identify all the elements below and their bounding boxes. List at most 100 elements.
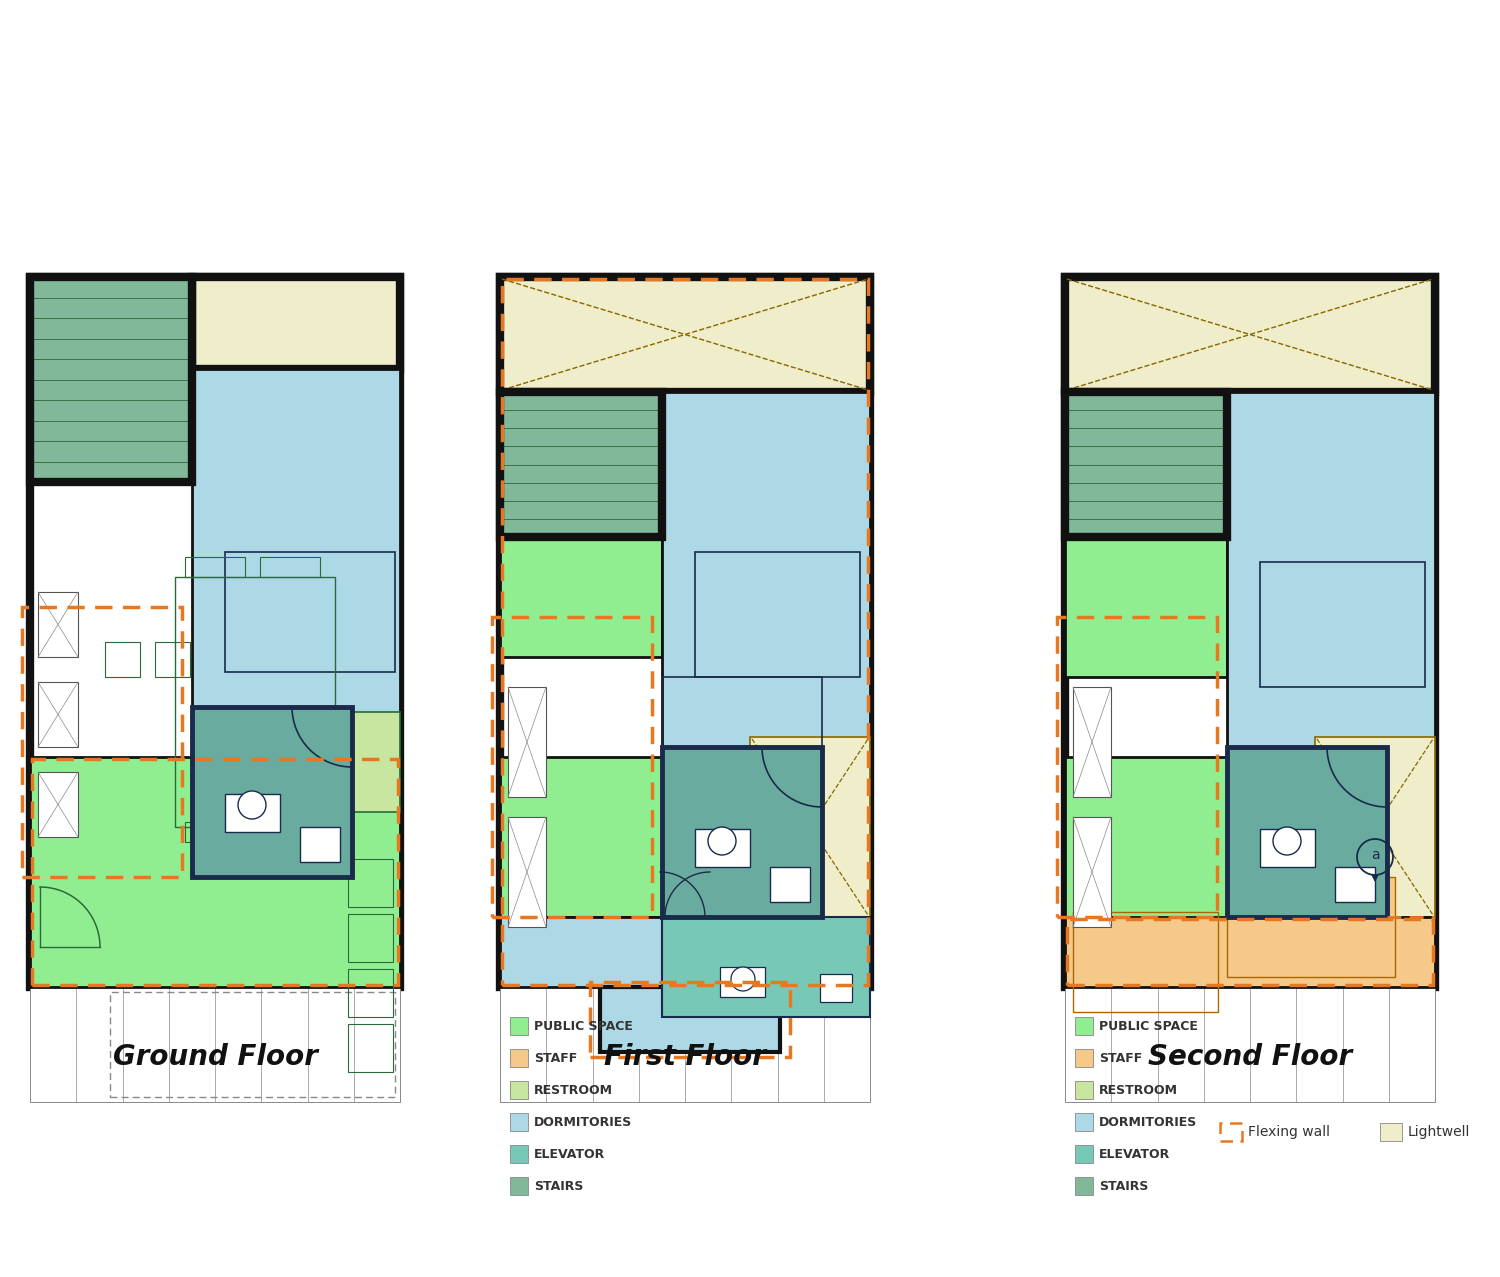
Circle shape: [730, 967, 754, 991]
Bar: [1072, 687, 1112, 797]
Bar: [662, 392, 870, 757]
Bar: [260, 557, 320, 577]
Bar: [1227, 757, 1436, 787]
Text: DORMITORIES: DORMITORIES: [534, 1116, 633, 1129]
Text: Lightwell: Lightwell: [1408, 1125, 1470, 1139]
Bar: [260, 822, 320, 842]
Bar: [105, 642, 140, 677]
Bar: [503, 278, 868, 985]
Bar: [348, 859, 393, 907]
Text: a: a: [1371, 848, 1380, 862]
Bar: [510, 1145, 528, 1163]
Bar: [1065, 277, 1436, 392]
Bar: [662, 747, 822, 917]
Text: PUBLIC SPACE: PUBLIC SPACE: [534, 1019, 633, 1033]
Bar: [1076, 1114, 1094, 1131]
Bar: [38, 773, 78, 836]
Bar: [1065, 277, 1436, 987]
Bar: [192, 707, 352, 877]
Bar: [1380, 1122, 1402, 1142]
Bar: [1335, 867, 1376, 902]
Text: DORMITORIES: DORMITORIES: [1100, 1116, 1197, 1129]
Bar: [500, 277, 870, 392]
Text: STAIRS: STAIRS: [1100, 1180, 1149, 1193]
Bar: [225, 552, 394, 672]
Bar: [500, 392, 662, 538]
Bar: [694, 552, 859, 677]
Bar: [30, 757, 401, 987]
Text: STAIRS: STAIRS: [534, 1180, 584, 1193]
Bar: [500, 538, 662, 656]
Bar: [1076, 1082, 1094, 1099]
Bar: [348, 1024, 393, 1071]
Bar: [1072, 912, 1218, 1011]
Bar: [30, 987, 401, 1102]
Bar: [1076, 1145, 1094, 1163]
Bar: [1227, 747, 1388, 917]
Text: Flexing wall: Flexing wall: [1248, 1125, 1330, 1139]
Bar: [500, 917, 870, 987]
Bar: [510, 1016, 528, 1034]
Bar: [500, 277, 870, 987]
Bar: [590, 982, 790, 1057]
Text: STAFF: STAFF: [534, 1051, 578, 1065]
Bar: [500, 987, 870, 1102]
Bar: [192, 757, 400, 785]
Bar: [184, 557, 244, 577]
Bar: [694, 829, 750, 867]
Bar: [310, 713, 401, 812]
Text: ELEVATOR: ELEVATOR: [1100, 1148, 1170, 1161]
Text: First Floor: First Floor: [604, 1043, 766, 1071]
Bar: [110, 992, 394, 1097]
Bar: [1076, 1016, 1094, 1034]
Bar: [1058, 617, 1217, 917]
Bar: [720, 967, 765, 997]
Bar: [510, 1048, 528, 1068]
Bar: [300, 827, 340, 862]
Text: RESTROOM: RESTROOM: [1100, 1083, 1178, 1097]
Bar: [1066, 919, 1432, 985]
Bar: [1065, 392, 1227, 538]
Circle shape: [238, 790, 266, 819]
Bar: [492, 617, 652, 917]
Bar: [1260, 829, 1316, 867]
Bar: [500, 757, 662, 917]
Bar: [30, 277, 192, 481]
Bar: [1065, 987, 1436, 1102]
Bar: [1065, 392, 1227, 538]
Bar: [30, 277, 401, 987]
Bar: [1227, 877, 1395, 977]
Bar: [348, 969, 393, 1016]
Bar: [32, 759, 398, 985]
Bar: [770, 867, 810, 902]
Circle shape: [1274, 827, 1300, 856]
Bar: [1065, 917, 1436, 987]
Text: PUBLIC SPACE: PUBLIC SPACE: [1100, 1019, 1198, 1033]
Bar: [509, 687, 546, 797]
Bar: [821, 974, 852, 1002]
Bar: [510, 1114, 528, 1131]
Bar: [1260, 562, 1425, 687]
Bar: [184, 822, 244, 842]
Bar: [176, 577, 334, 827]
Bar: [154, 642, 190, 677]
Bar: [30, 277, 192, 481]
Text: Second Floor: Second Floor: [1148, 1043, 1352, 1071]
Bar: [38, 593, 78, 656]
Bar: [1316, 737, 1436, 917]
Bar: [1076, 1177, 1094, 1195]
Bar: [1065, 757, 1227, 917]
Bar: [192, 369, 400, 757]
Bar: [1227, 392, 1436, 757]
Bar: [750, 737, 870, 917]
Bar: [662, 917, 870, 1016]
Bar: [510, 1177, 528, 1195]
Bar: [225, 794, 280, 833]
Bar: [192, 277, 400, 369]
Text: Ground Floor: Ground Floor: [112, 1043, 318, 1071]
Bar: [662, 677, 822, 877]
Bar: [1220, 1122, 1242, 1142]
Bar: [600, 987, 780, 1052]
Bar: [348, 914, 393, 962]
Bar: [509, 817, 546, 927]
